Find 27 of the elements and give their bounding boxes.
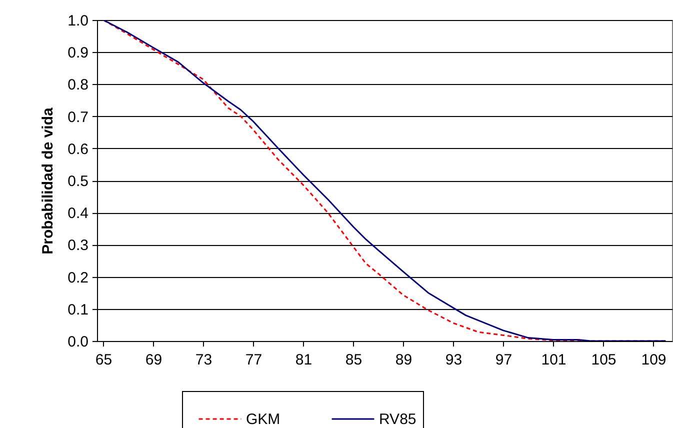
x-tick-label: 73	[195, 352, 212, 368]
y-tick-label: 0.1	[68, 301, 88, 318]
x-tick-label: 97	[495, 352, 512, 368]
legend-label: GKM	[246, 411, 280, 428]
x-tick-label: 77	[245, 352, 262, 368]
line-series	[102, 20, 666, 341]
y-tick-label: 0.2	[68, 269, 88, 286]
y-tick-label: 0.9	[68, 44, 88, 62]
y-axis-title: Probabilidad de vida	[40, 106, 57, 254]
x-tick-label: 105	[591, 352, 616, 368]
y-tick-label: 0.7	[68, 108, 88, 126]
x-tick-label: 81	[295, 352, 312, 368]
y-tick-label: 0.8	[68, 76, 88, 94]
x-tick-label: 69	[145, 352, 162, 368]
x-tick-label: 85	[345, 352, 362, 368]
y-tick-label: 1.0	[68, 12, 88, 30]
legend-label: RV85	[379, 411, 416, 428]
y-tick-label: 0.6	[68, 140, 88, 158]
y-tick-label: 0.4	[68, 205, 88, 222]
x-tick-label: 65	[95, 352, 112, 368]
x-tick-label: 93	[445, 352, 462, 368]
y-tick-label: 0.0	[68, 334, 88, 350]
y-tick-label: 0.5	[68, 173, 88, 190]
x-tick-label: 89	[395, 352, 412, 368]
x-tick-label: 101	[541, 352, 566, 368]
y-tick-label: 0.3	[68, 237, 88, 254]
x-tick-label: 109	[641, 352, 666, 368]
